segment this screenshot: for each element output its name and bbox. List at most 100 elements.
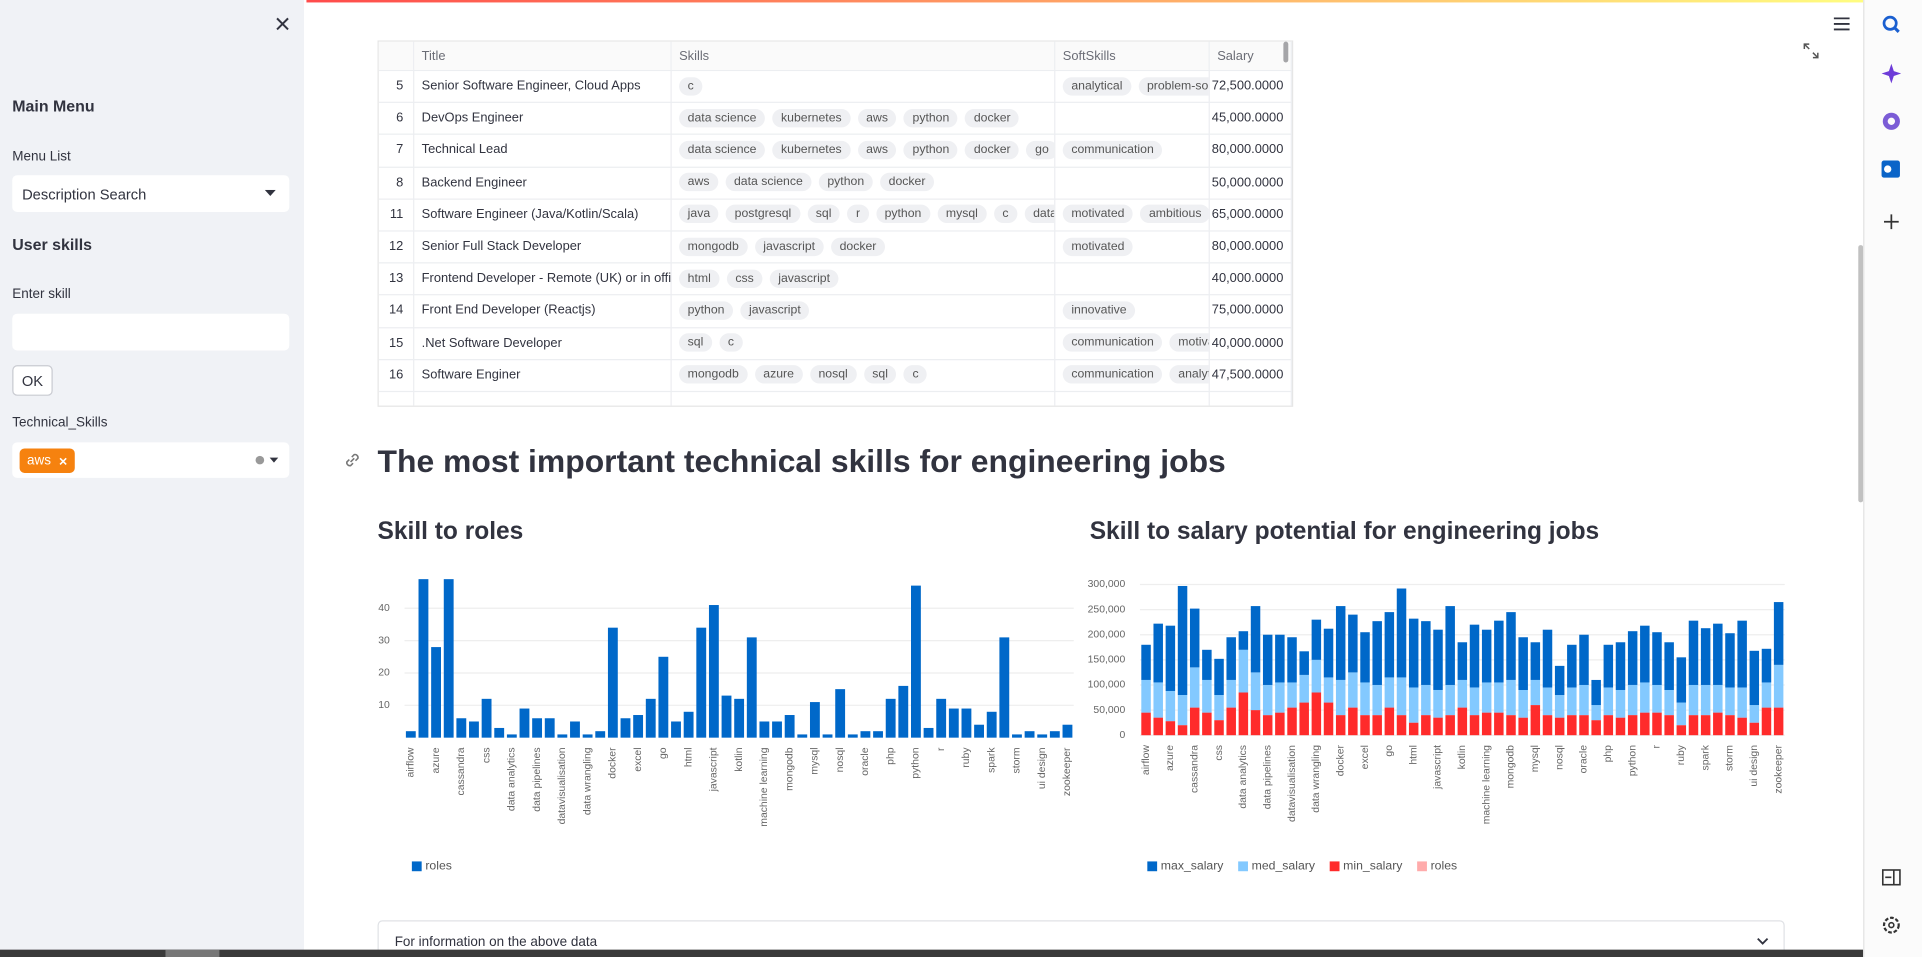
table-scrollbar[interactable] <box>1283 41 1289 63</box>
skill-tag: kubernetes <box>772 140 851 160</box>
table-cell: 50,000.0000 <box>1210 166 1292 199</box>
bar-segment <box>1396 677 1407 716</box>
table-cell: 7 <box>379 134 415 167</box>
m365-icon[interactable] <box>1882 112 1900 130</box>
ok-button[interactable]: OK <box>12 365 53 396</box>
row-index: 6 <box>396 110 404 126</box>
bar <box>633 715 644 738</box>
x-tick-label: cassandra <box>1189 745 1200 793</box>
menu-select[interactable]: Description Search <box>12 175 290 212</box>
browser-sidebar-icons <box>1881 15 1902 934</box>
bar-segment <box>1250 710 1261 736</box>
x-tick-label: mysql <box>1530 745 1541 772</box>
bar-segment <box>1737 687 1747 718</box>
skill-tag: aws <box>857 108 897 128</box>
row-index: 16 <box>388 367 404 383</box>
bar <box>620 718 631 738</box>
bar-segment <box>1177 585 1188 695</box>
table-cell: Frontend Developer - Remote (UK) or in o… <box>414 262 672 295</box>
bar-segment <box>1238 649 1249 693</box>
skill-input[interactable] <box>12 313 290 351</box>
x-tick-label: kotlin <box>734 747 745 772</box>
bar-segment <box>1299 651 1309 675</box>
bar-segment <box>1591 720 1601 736</box>
bar-segment <box>1299 702 1309 736</box>
close-sidebar[interactable] <box>275 16 291 32</box>
job-title: Technical Lead <box>421 142 508 158</box>
soft-skill-tag: motivated <box>1062 237 1134 256</box>
copilot-icon[interactable] <box>1881 63 1902 84</box>
bar-segment <box>1275 682 1285 713</box>
table-cell: python javascript <box>672 294 1056 327</box>
expander[interactable]: For information on the above data <box>377 920 1785 957</box>
table-cell: communication motivated <box>1055 326 1210 359</box>
outlook-icon[interactable] <box>1881 160 1900 178</box>
selected-tag-text: aws <box>26 453 51 469</box>
bar <box>443 579 454 738</box>
bar-segment <box>1348 707 1358 736</box>
bar-segment <box>1652 632 1662 685</box>
bar-segment <box>1214 658 1224 696</box>
table-cell: Senior Software Engineer, Cloud Apps <box>414 69 672 102</box>
bar-segment <box>1713 623 1723 685</box>
settings-icon[interactable] <box>1882 916 1900 934</box>
clear-and-arrow[interactable] <box>255 455 280 466</box>
panel-icon[interactable] <box>1881 869 1901 886</box>
dropdown-arrow <box>264 189 276 197</box>
x-tick-label: zookeeper <box>1062 747 1073 796</box>
remove-tag[interactable] <box>58 456 67 465</box>
bar <box>456 718 467 738</box>
x-tick-label: go <box>658 747 669 759</box>
bar-segment <box>1153 623 1163 683</box>
add-icon[interactable] <box>1884 214 1899 230</box>
bar-segment <box>1469 687 1480 716</box>
search-icon[interactable] <box>1882 15 1900 33</box>
bar <box>595 731 606 738</box>
legend-swatch <box>411 861 422 872</box>
bar-segment <box>1323 702 1334 736</box>
bar <box>873 731 883 738</box>
x-tick-label: mongodb <box>784 747 795 791</box>
bar-segment <box>1640 712 1650 736</box>
multiselect-label: Technical_Skills <box>12 415 108 431</box>
table-cell: DevOps Engineer <box>414 101 672 135</box>
bar <box>570 721 580 738</box>
selected-tag[interactable]: aws <box>19 448 75 473</box>
skill-tag: sql <box>863 365 897 385</box>
anchor-link-icon[interactable] <box>343 451 361 469</box>
page-scrollbar[interactable] <box>1858 245 1864 503</box>
bar-segment <box>1360 632 1370 683</box>
fullscreen-icon[interactable] <box>1803 43 1819 59</box>
skill-tag: python <box>679 301 734 320</box>
bar-segment <box>1773 664 1784 708</box>
bar-segment <box>1360 682 1370 716</box>
soft-skill-tag: analytical <box>1169 365 1209 385</box>
table-cell <box>1210 390 1292 406</box>
x-tick-label: oracle <box>1579 745 1590 774</box>
bar-segment <box>1737 717 1747 736</box>
skill-tag: java <box>679 205 719 224</box>
bar <box>708 605 719 738</box>
bar-segment <box>1141 644 1151 680</box>
bar <box>1024 731 1035 738</box>
bar-segment <box>1348 614 1358 673</box>
main-menu-icon[interactable] <box>1833 17 1850 31</box>
bar <box>759 721 770 738</box>
salary: 45,000.0000 <box>1211 110 1284 126</box>
skill-tag: javascript <box>740 301 810 320</box>
bar-segment <box>1457 707 1468 736</box>
table-cell: 47,500.0000 <box>1210 358 1292 391</box>
soft-skill-tag: communication <box>1062 333 1163 352</box>
bar-segment <box>1311 692 1322 736</box>
bar-segment <box>1287 707 1297 736</box>
bar-segment <box>1262 634 1273 685</box>
bar-segment <box>1518 689 1528 718</box>
x-tick-label: spark <box>1700 744 1711 770</box>
x-tick-label: datavisualisation <box>1287 745 1298 822</box>
bar-segment <box>1530 642 1541 680</box>
bar-segment <box>1372 684 1382 716</box>
skills-multiselect[interactable]: aws <box>12 442 290 478</box>
table-cell: communication analytical <box>1055 358 1210 391</box>
table-cell: motivated <box>1055 230 1210 263</box>
table-cell: mongodb javascript docker <box>672 230 1056 263</box>
